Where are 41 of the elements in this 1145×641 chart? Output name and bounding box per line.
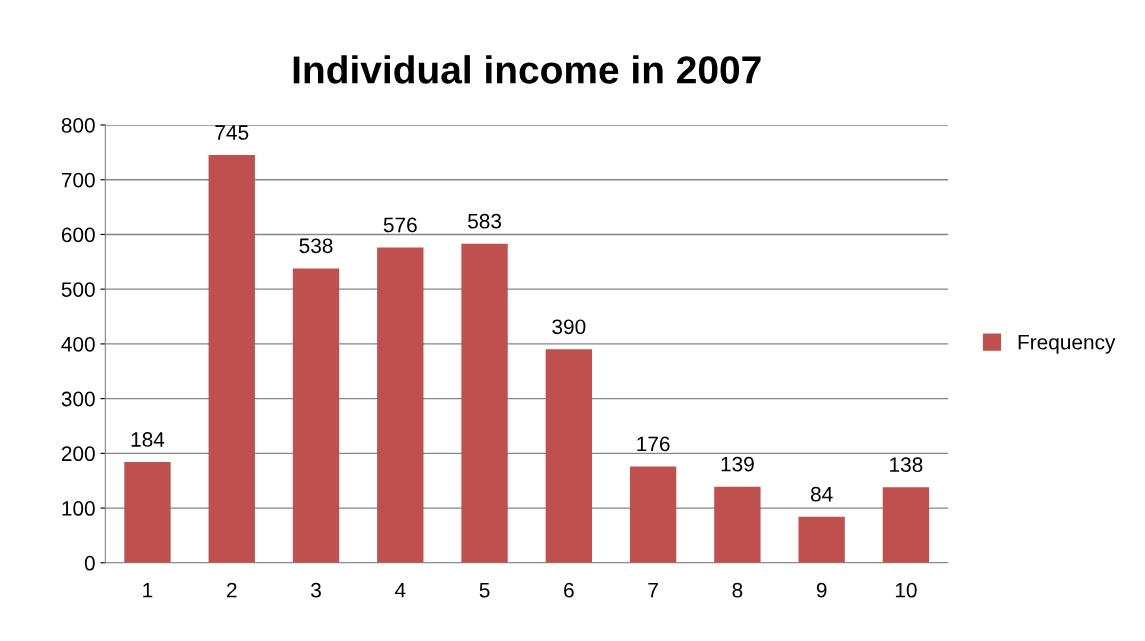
data-label: 176 — [637, 436, 670, 452]
x-tick-label: 1 — [143, 583, 153, 598]
data-label: 583 — [468, 213, 502, 229]
y-tick-label: 300 — [61, 391, 95, 407]
bar — [292, 268, 340, 563]
legend-label: Frequency — [1018, 335, 1116, 354]
x-tick-label: 7 — [648, 583, 658, 598]
data-label: 538 — [299, 238, 333, 254]
y-tick-label: 200 — [61, 446, 95, 462]
data-label: 390 — [552, 319, 586, 335]
y-tick-label: 500 — [61, 282, 95, 297]
bar — [714, 486, 761, 563]
y-tick-label: 600 — [61, 227, 95, 243]
bar — [545, 349, 593, 563]
x-tick-label: 5 — [479, 583, 490, 598]
bar — [208, 155, 255, 563]
x-tick-label: 10 — [895, 582, 917, 598]
x-tick-label: 8 — [732, 582, 743, 598]
y-tick-label: 400 — [61, 336, 95, 352]
data-label: 138 — [890, 457, 923, 473]
x-tick-label: 4 — [394, 583, 406, 598]
data-label: 184 — [131, 432, 165, 447]
data-label: 576 — [383, 217, 417, 233]
bar — [124, 462, 171, 563]
x-tick-label: 3 — [311, 582, 321, 598]
y-tick-label: 700 — [61, 172, 95, 188]
bar — [377, 247, 424, 563]
y-tick-label: 0 — [84, 555, 95, 571]
y-tick-label: 800 — [61, 118, 95, 133]
data-label: 745 — [215, 125, 249, 140]
x-tick-label: 9 — [816, 582, 827, 598]
bar — [461, 243, 508, 563]
x-tick-label: 6 — [564, 582, 574, 598]
chart-title: Individual income in 2007 — [293, 55, 761, 84]
bar — [882, 487, 930, 563]
x-tick-label: 2 — [227, 582, 237, 598]
data-label: 84 — [810, 486, 833, 502]
bar — [629, 466, 677, 563]
data-label: 139 — [721, 456, 754, 472]
y-tick-label: 100 — [62, 501, 95, 516]
bar — [798, 516, 845, 563]
